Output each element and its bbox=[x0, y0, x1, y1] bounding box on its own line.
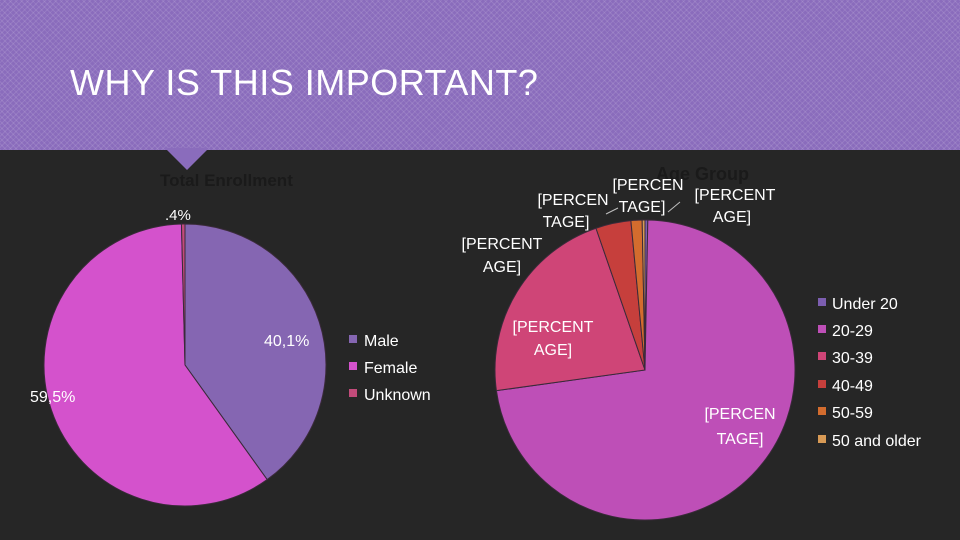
legend-label-50-59: 50-59 bbox=[832, 405, 873, 422]
age-slice-20-29 bbox=[495, 219, 796, 521]
age-label-50-and-older: TAGE][PERCENT AGE] bbox=[619, 187, 776, 226]
age-label-30-39: [PERCENT AGE] bbox=[513, 319, 594, 359]
legend-swatch-20-29 bbox=[818, 325, 826, 333]
legend-label-40-49: 40-49 bbox=[832, 378, 873, 395]
enrollment-label-female: 59,5% bbox=[30, 389, 75, 406]
age-group-chart: Age Group [PERCEN [PERCEN TAGE] [PERCENT A… bbox=[462, 164, 922, 521]
legend-label-20-29: 20-29 bbox=[832, 323, 873, 340]
enrollment-slice-female bbox=[43, 223, 268, 507]
banner-pointer bbox=[165, 148, 209, 170]
legend-label-under-20: Under 20 bbox=[832, 296, 898, 313]
legend-label-male: Male bbox=[364, 333, 399, 350]
enrollment-label-male: 40,1% bbox=[264, 333, 309, 350]
legend-swatch-under-20 bbox=[818, 298, 826, 306]
age-data-labels: [PERCEN [PERCEN TAGE] [PERCENT AGE] [PERCE… bbox=[462, 177, 776, 448]
legend-swatch-female bbox=[349, 362, 357, 370]
enrollment-label-unknown: .4% bbox=[165, 207, 191, 224]
enrollment-legend: Male Female Unknown bbox=[349, 333, 431, 404]
legend-swatch-50-and-older bbox=[818, 435, 826, 443]
legend-label-50-and-older: 50 and older bbox=[832, 433, 922, 450]
enrollment-slice-male bbox=[184, 223, 327, 481]
legend-swatch-male bbox=[349, 335, 357, 343]
legend-label-female: Female bbox=[364, 360, 417, 377]
enrollment-pie bbox=[43, 223, 327, 507]
age-chart-title: Age Group bbox=[656, 164, 749, 184]
age-pie bbox=[494, 219, 796, 521]
legend-label-unknown: Unknown bbox=[364, 387, 431, 404]
legend-swatch-30-39 bbox=[818, 352, 826, 360]
legend-swatch-unknown bbox=[349, 389, 357, 397]
enrollment-slice-unknown bbox=[180, 223, 186, 366]
age-legend: Under 20 20-29 30-39 40-49 50-59 50 and … bbox=[818, 296, 922, 450]
age-label-leader-lines bbox=[605, 201, 681, 215]
title-banner bbox=[0, 0, 960, 150]
age-slice-30-39 bbox=[494, 227, 646, 392]
legend-swatch-50-59 bbox=[818, 407, 826, 415]
age-label-under-20: [PERCEN bbox=[612, 177, 683, 194]
enrollment-chart: Total Enrollment 40,1% 59,5% .4% Male Fe… bbox=[30, 171, 431, 507]
slide-title: WHY IS THIS IMPORTANT? bbox=[70, 62, 539, 103]
age-label-20-29: [PERCEN TAGE] bbox=[704, 406, 775, 448]
enrollment-chart-title: Total Enrollment bbox=[160, 171, 293, 190]
age-slice-50-and-older bbox=[641, 219, 646, 371]
legend-swatch-40-49 bbox=[818, 380, 826, 388]
legend-label-30-39: 30-39 bbox=[832, 350, 873, 367]
age-label-40-49: [PERCENT AGE] bbox=[462, 236, 543, 276]
age-label-50-59: [PERCEN TAGE] bbox=[537, 192, 608, 231]
